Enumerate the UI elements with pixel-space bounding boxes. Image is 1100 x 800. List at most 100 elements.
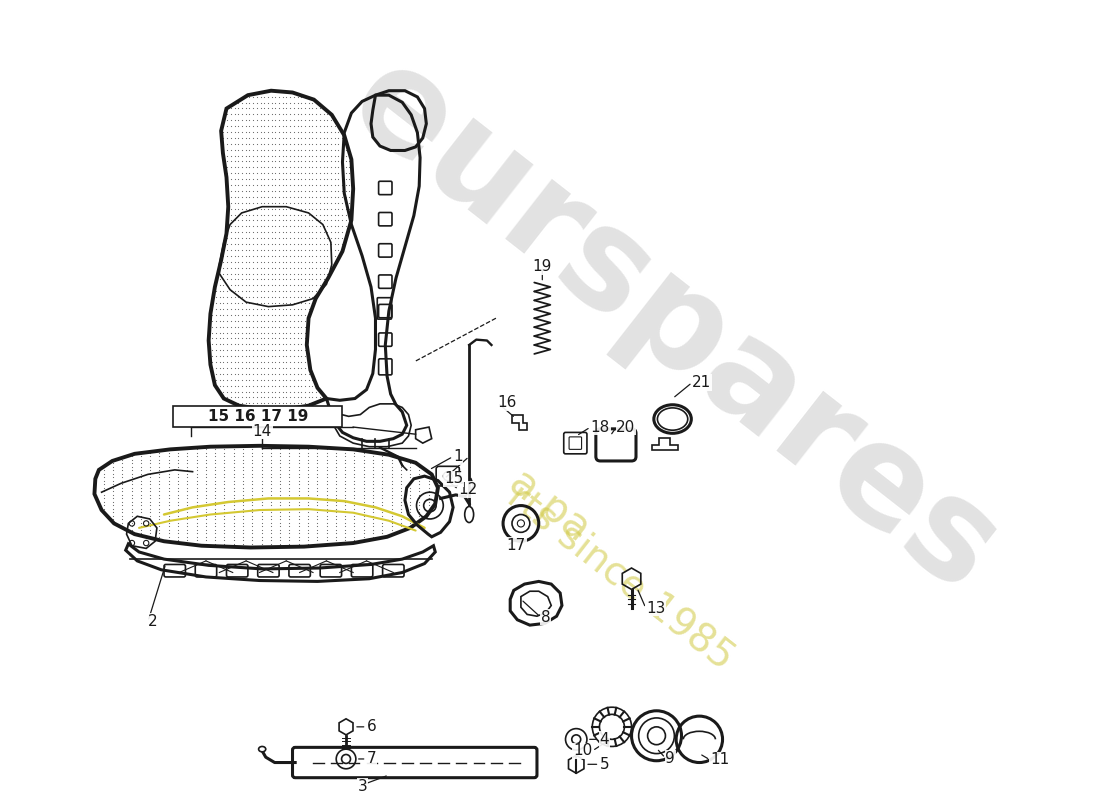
Point: [293, 309, 310, 322]
Point: [271, 161, 288, 174]
Point: [244, 108, 262, 121]
Point: [330, 243, 348, 256]
Point: [248, 120, 265, 133]
Point: [293, 379, 310, 392]
Point: [355, 510, 373, 522]
Point: [141, 485, 158, 498]
Point: [330, 178, 348, 191]
Point: [300, 155, 318, 168]
Point: [322, 167, 340, 180]
Point: [263, 178, 280, 191]
Point: [274, 196, 292, 209]
Point: [252, 332, 270, 345]
Point: [277, 273, 295, 286]
Point: [345, 502, 363, 515]
Point: [271, 344, 288, 357]
Point: [123, 467, 141, 480]
Point: [271, 220, 288, 233]
Point: [252, 149, 270, 162]
Text: 17: 17: [507, 538, 526, 554]
Point: [318, 464, 336, 477]
Point: [263, 332, 280, 345]
Point: [373, 461, 390, 474]
Point: [160, 489, 177, 502]
Point: [315, 138, 332, 150]
Point: [402, 485, 419, 498]
Point: [188, 471, 206, 484]
Point: [248, 285, 265, 298]
Point: [304, 143, 321, 156]
Point: [383, 502, 400, 515]
Point: [226, 114, 243, 126]
Point: [188, 530, 206, 543]
Point: [151, 482, 168, 494]
Point: [216, 474, 233, 487]
Point: [337, 167, 354, 180]
Point: [307, 178, 324, 191]
Point: [222, 385, 240, 398]
Point: [337, 208, 354, 221]
Point: [285, 250, 303, 262]
Point: [296, 143, 314, 156]
Text: 8: 8: [540, 610, 550, 625]
Point: [315, 255, 332, 268]
Point: [233, 338, 251, 350]
Point: [178, 502, 196, 515]
Point: [290, 489, 308, 502]
Point: [224, 499, 242, 512]
Point: [252, 362, 270, 374]
Point: [315, 238, 332, 250]
Point: [322, 202, 340, 215]
Point: [322, 149, 340, 162]
Point: [211, 290, 229, 303]
Point: [282, 232, 299, 245]
Point: [274, 173, 292, 186]
Point: [299, 510, 317, 522]
Point: [355, 517, 373, 530]
Point: [204, 344, 221, 357]
Point: [253, 467, 271, 480]
Point: [274, 143, 292, 156]
Point: [248, 374, 265, 386]
Point: [307, 238, 324, 250]
Point: [113, 471, 131, 484]
Point: [132, 467, 150, 480]
Point: [219, 226, 236, 238]
Point: [266, 220, 284, 233]
Point: [337, 506, 354, 519]
Point: [222, 108, 240, 121]
Point: [300, 391, 318, 404]
Point: [236, 379, 254, 392]
Point: [300, 397, 318, 410]
Point: [263, 138, 280, 150]
Point: [234, 467, 252, 480]
Point: [224, 495, 242, 508]
Point: [160, 510, 177, 522]
Point: [308, 471, 326, 484]
Point: [252, 161, 270, 174]
Point: [274, 290, 292, 303]
Point: [241, 374, 258, 386]
Point: [304, 379, 321, 392]
Point: [271, 196, 288, 209]
Point: [244, 220, 262, 233]
Point: [248, 243, 265, 256]
Point: [233, 238, 251, 250]
Point: [293, 262, 310, 274]
Point: [244, 302, 262, 315]
Point: [233, 332, 251, 345]
Point: [293, 285, 310, 298]
Point: [289, 108, 307, 121]
Point: [151, 485, 168, 498]
Point: [224, 450, 242, 462]
Point: [95, 471, 112, 484]
Point: [322, 196, 340, 209]
Point: [207, 356, 224, 369]
Point: [300, 374, 318, 386]
Point: [355, 457, 373, 470]
Point: [255, 297, 273, 310]
Point: [272, 530, 289, 543]
Point: [364, 478, 382, 490]
Point: [277, 391, 295, 404]
Point: [307, 232, 324, 245]
